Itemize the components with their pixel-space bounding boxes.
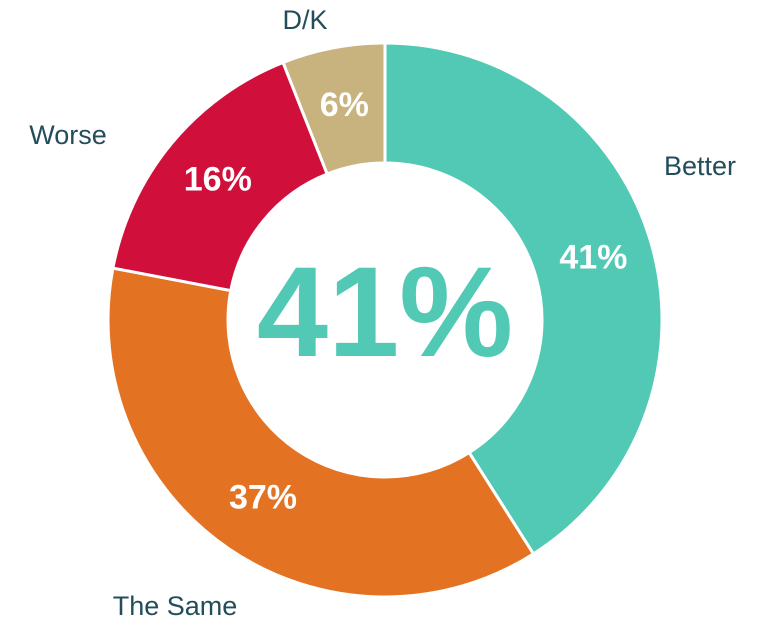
donut-slice bbox=[281, 41, 387, 176]
category-label: Worse bbox=[29, 120, 107, 150]
value-label: 41% bbox=[559, 238, 627, 276]
category-label: The Same bbox=[113, 591, 238, 621]
value-label: 6% bbox=[320, 86, 369, 124]
donut-slice bbox=[383, 41, 664, 556]
value-label: 37% bbox=[229, 478, 297, 516]
category-label: Better bbox=[664, 151, 736, 181]
donut-slice bbox=[111, 60, 330, 293]
value-label: 16% bbox=[184, 161, 252, 199]
donut-slice bbox=[106, 266, 536, 599]
center-label: 41% bbox=[257, 241, 513, 384]
category-label: D/K bbox=[282, 5, 327, 35]
